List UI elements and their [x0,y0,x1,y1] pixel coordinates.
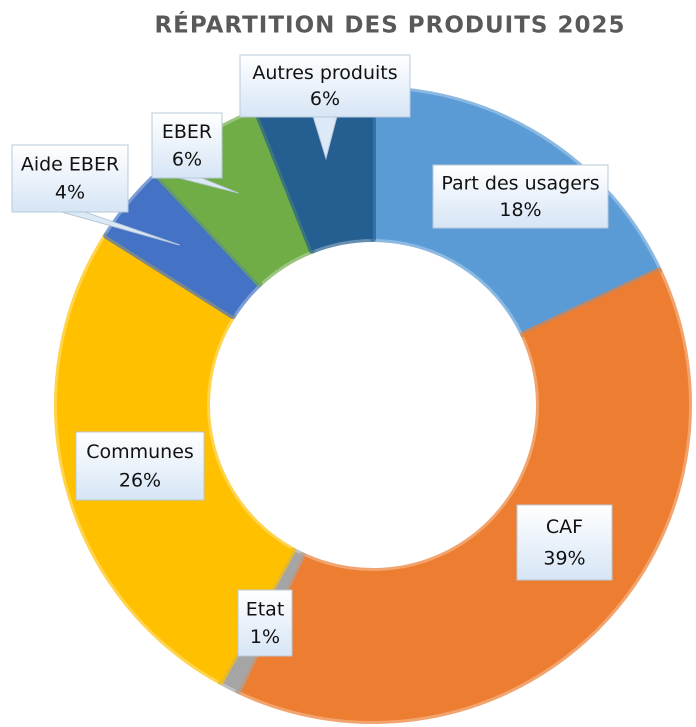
slice-value: 6% [310,88,340,110]
chart-title: RÉPARTITION DES PRODUITS 2025 [154,11,625,39]
labels: Part des usagers 18% CAF 39% Etat 1% Communes 2… [11,54,613,657]
slice-name: Autres produits [252,62,397,84]
label-box [151,112,223,179]
slice-name: CAF [546,516,583,538]
label-box [432,164,609,229]
slice-name: Aide EBER [21,154,119,176]
slice-value: 26% [119,469,161,491]
label-box [237,589,293,657]
label-box [75,431,205,501]
donut-slice [235,267,692,724]
label-box [11,144,129,213]
label-box [239,54,411,118]
label-box [516,504,613,581]
slice-value: 4% [55,182,85,204]
slice-value: 1% [250,626,280,648]
slice-name: Communes [86,441,194,463]
slice-value: 18% [499,199,541,221]
slice-value: 39% [543,548,585,570]
slice-name: EBER [162,121,212,143]
slice-name: Etat [246,598,285,620]
slice-value: 6% [172,148,202,170]
slice-name: Part des usagers [441,172,599,194]
